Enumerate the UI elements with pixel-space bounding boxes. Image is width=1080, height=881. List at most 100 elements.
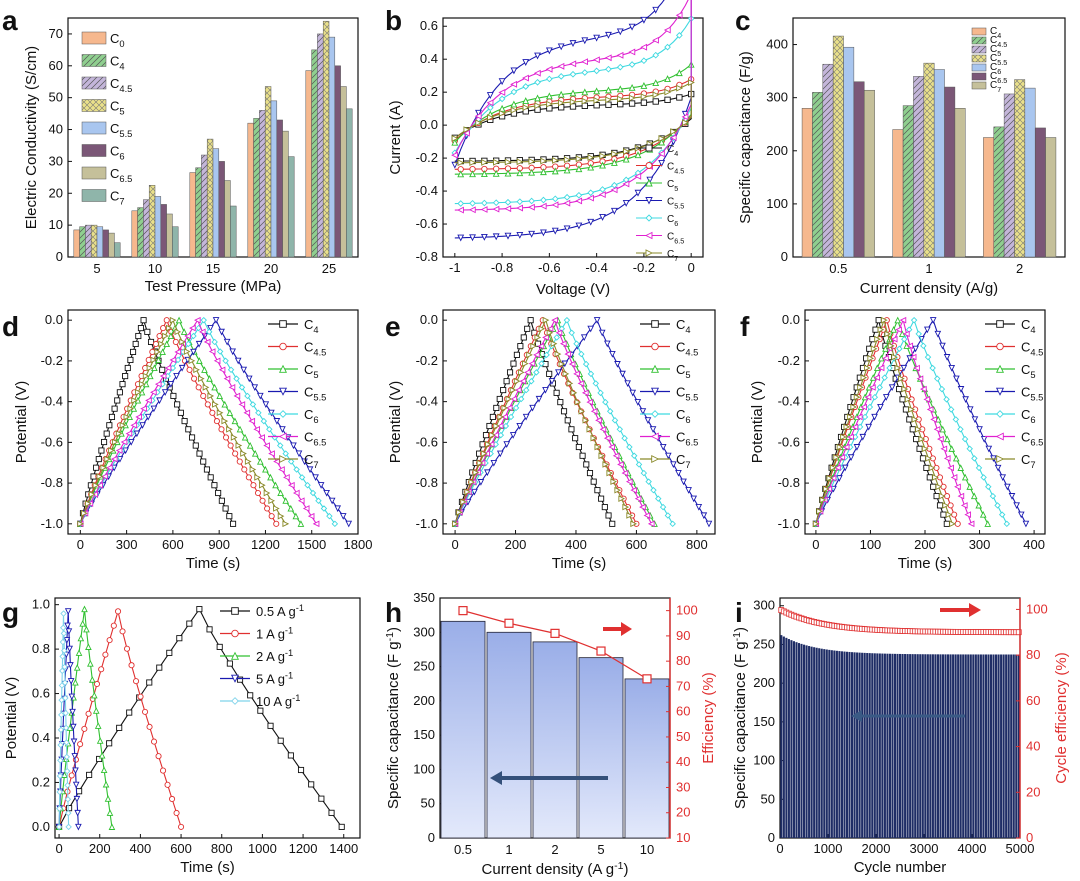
data-point (216, 392, 224, 399)
legend-swatch (81, 121, 107, 135)
data-point (960, 502, 968, 509)
data-point (610, 478, 618, 485)
legend-swatch (971, 54, 987, 63)
data-point (86, 771, 93, 778)
x-axis-title-part: Current density (A g (482, 861, 615, 878)
data-point (85, 643, 92, 650)
y-axis-title: Specific capacitance (F g-1) (384, 627, 402, 809)
data-point (590, 434, 598, 442)
data-point (861, 413, 869, 421)
data-point (853, 444, 861, 451)
data-point (90, 691, 98, 699)
data-point (456, 508, 463, 516)
y-axis-title-part: ) (385, 627, 402, 632)
y-axis-title: Current (A) (387, 100, 404, 174)
data-point (241, 466, 248, 473)
data-point (283, 474, 290, 481)
data-point (120, 438, 128, 446)
bar (954, 654, 957, 838)
data-point (886, 364, 893, 372)
data-point (100, 464, 108, 472)
bar (825, 649, 828, 838)
legend-label-sub: 4 (119, 62, 124, 72)
data-point (526, 351, 533, 359)
data-point (512, 404, 520, 412)
bar (790, 640, 793, 838)
data-point (497, 431, 505, 439)
bar (230, 205, 237, 258)
data-point (211, 383, 218, 391)
data-point (650, 364, 660, 373)
data-point (127, 405, 135, 413)
x-tick-label: 0 (77, 537, 84, 552)
x-tick-label: 0.5 (829, 261, 847, 276)
data-point (898, 375, 905, 382)
bar (888, 653, 891, 838)
bar (822, 63, 834, 258)
bar (909, 654, 912, 838)
panel-c-axes: 0 100 200 300 400 0.5 1 2 (766, 17, 1066, 276)
data-point (57, 741, 64, 749)
bar (934, 654, 937, 838)
data-point (72, 767, 79, 775)
x-tick-label: -0.8 (491, 260, 513, 275)
data-point (962, 396, 969, 403)
panel-label-c: c (735, 5, 751, 36)
data-point (550, 340, 558, 348)
legend-swatch (971, 72, 987, 81)
data-point (614, 486, 622, 494)
data-point (338, 823, 345, 830)
bar (881, 653, 884, 838)
data-point (506, 369, 514, 376)
data-point (966, 406, 974, 414)
data-point (222, 505, 229, 512)
data-point (628, 61, 636, 68)
data-point (163, 317, 170, 324)
data-point (658, 160, 666, 167)
legend-label: C5 (110, 99, 125, 117)
data-point (273, 505, 280, 512)
data-point (205, 328, 213, 336)
bar (977, 654, 980, 838)
data-point (847, 454, 855, 461)
y-axis-title-part: Specific capacitance (F g (385, 641, 402, 809)
arrow-left-icon-head (490, 771, 502, 785)
data-point (587, 218, 595, 226)
data-point (948, 364, 956, 372)
panel-label-d: d (2, 311, 19, 342)
data-point (933, 425, 941, 433)
data-point (979, 511, 987, 518)
data-point (58, 696, 65, 704)
data-point (66, 645, 73, 653)
efficiency-point (458, 606, 468, 616)
data-point (277, 489, 284, 497)
data-point (517, 369, 525, 376)
y2-tick-label: 60 (676, 704, 690, 719)
bar (820, 648, 823, 838)
data-point (551, 167, 559, 175)
y-tick-label: 0.0 (45, 312, 63, 327)
legend-label-sub: 6.5 (997, 76, 1007, 85)
data-point (320, 505, 328, 512)
x-axis-title: Time (s) (898, 555, 952, 572)
legend-label: C4 (110, 54, 125, 72)
y-tick-label: -0.6 (41, 434, 63, 449)
data-point (486, 104, 494, 112)
y-tick-label: 0.0 (420, 117, 438, 132)
data-point (598, 191, 606, 198)
data-point (490, 459, 498, 467)
data-point (605, 96, 613, 104)
data-point (670, 128, 678, 135)
data-point (259, 497, 266, 504)
data-point (528, 377, 535, 385)
legend-swatch (81, 99, 107, 112)
data-point (221, 400, 229, 408)
panel-label-i: i (735, 597, 743, 628)
data-point (150, 356, 158, 364)
data-point (940, 445, 948, 453)
legend-label-main: C (676, 407, 685, 422)
legend-label-main: C (990, 35, 997, 46)
bar (845, 651, 849, 838)
y-tick-label: -0.2 (416, 353, 438, 368)
data-point (545, 65, 553, 73)
